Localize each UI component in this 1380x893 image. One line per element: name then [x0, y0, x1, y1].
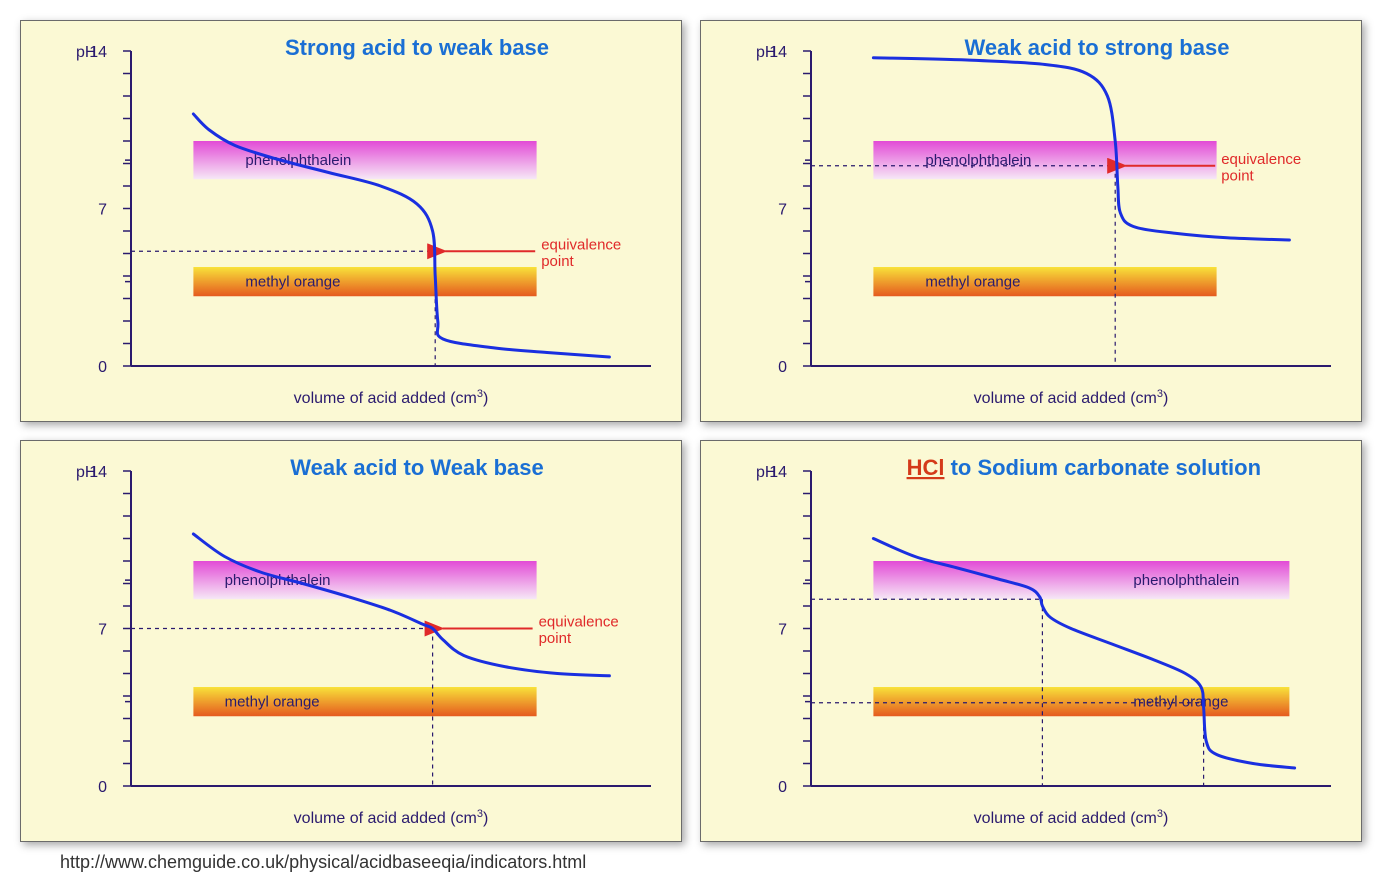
chart-svg: Weak acid to strong base phenolphthalein m… — [701, 21, 1361, 421]
phenolphthalein-label: phenolphthalein — [925, 152, 1031, 169]
titration-curve — [193, 534, 609, 676]
x-axis-title: volume of acid added (cm3) — [294, 808, 489, 827]
y-tick-7: 7 — [778, 622, 787, 639]
y-tick-14: 14 — [769, 464, 787, 481]
chart-title: HCl to Sodium carbonate solution — [907, 455, 1261, 480]
x-axis-title: volume of acid added (cm3) — [974, 388, 1169, 407]
panel-hcl-sodium-carbonate: HCl to Sodium carbonate solution phenolph… — [700, 440, 1362, 842]
y-tick-7: 7 — [778, 202, 787, 219]
y-tick-7: 7 — [98, 202, 107, 219]
y-tick-0: 0 — [98, 779, 107, 796]
equivalence-label: equivalencepoint — [541, 236, 621, 270]
panel-strong-acid-weak-base: Strong acid to weak basephenolphthaleinm… — [20, 20, 682, 422]
y-tick-0: 0 — [98, 359, 107, 376]
methyl-orange-label: methyl orange — [245, 274, 340, 291]
panel-weak-acid-strong-base: Weak acid to strong base phenolphthalein m… — [700, 20, 1362, 422]
methyl-orange-label: methyl orange — [225, 694, 320, 711]
y-tick-7: 7 — [98, 622, 107, 639]
chart-svg: Strong acid to weak basephenolphthaleinm… — [21, 21, 681, 421]
x-axis-title: volume of acid added (cm3) — [974, 808, 1169, 827]
y-tick-14: 14 — [89, 44, 107, 61]
x-axis-title: volume of acid added (cm3) — [294, 388, 489, 407]
chart-title: Weak acid to strong base — [965, 35, 1230, 60]
y-tick-0: 0 — [778, 779, 787, 796]
methyl-orange-label: methyl orange — [925, 274, 1020, 291]
equivalence-label: equivalencepoint — [1221, 151, 1301, 185]
phenolphthalein-label: phenolphthalein — [1133, 572, 1239, 589]
methyl-orange-label: methyl orange — [1133, 694, 1228, 711]
equivalence-label: equivalencepoint — [539, 614, 619, 648]
y-tick-0: 0 — [778, 359, 787, 376]
y-tick-14: 14 — [89, 464, 107, 481]
chart-svg: HCl to Sodium carbonate solution phenolph… — [701, 441, 1361, 841]
source-url: http://www.chemguide.co.uk/physical/acid… — [60, 852, 1360, 873]
panel-weak-acid-weak-base: Weak acid to Weak basephenolphthaleinmet… — [20, 440, 682, 842]
chart-title: Strong acid to weak base — [285, 35, 549, 60]
y-tick-14: 14 — [769, 44, 787, 61]
chart-title: Weak acid to Weak base — [290, 455, 544, 480]
chart-svg: Weak acid to Weak basephenolphthaleinmet… — [21, 441, 681, 841]
chart-grid: Strong acid to weak base phenolphthalein m… — [20, 20, 1360, 842]
